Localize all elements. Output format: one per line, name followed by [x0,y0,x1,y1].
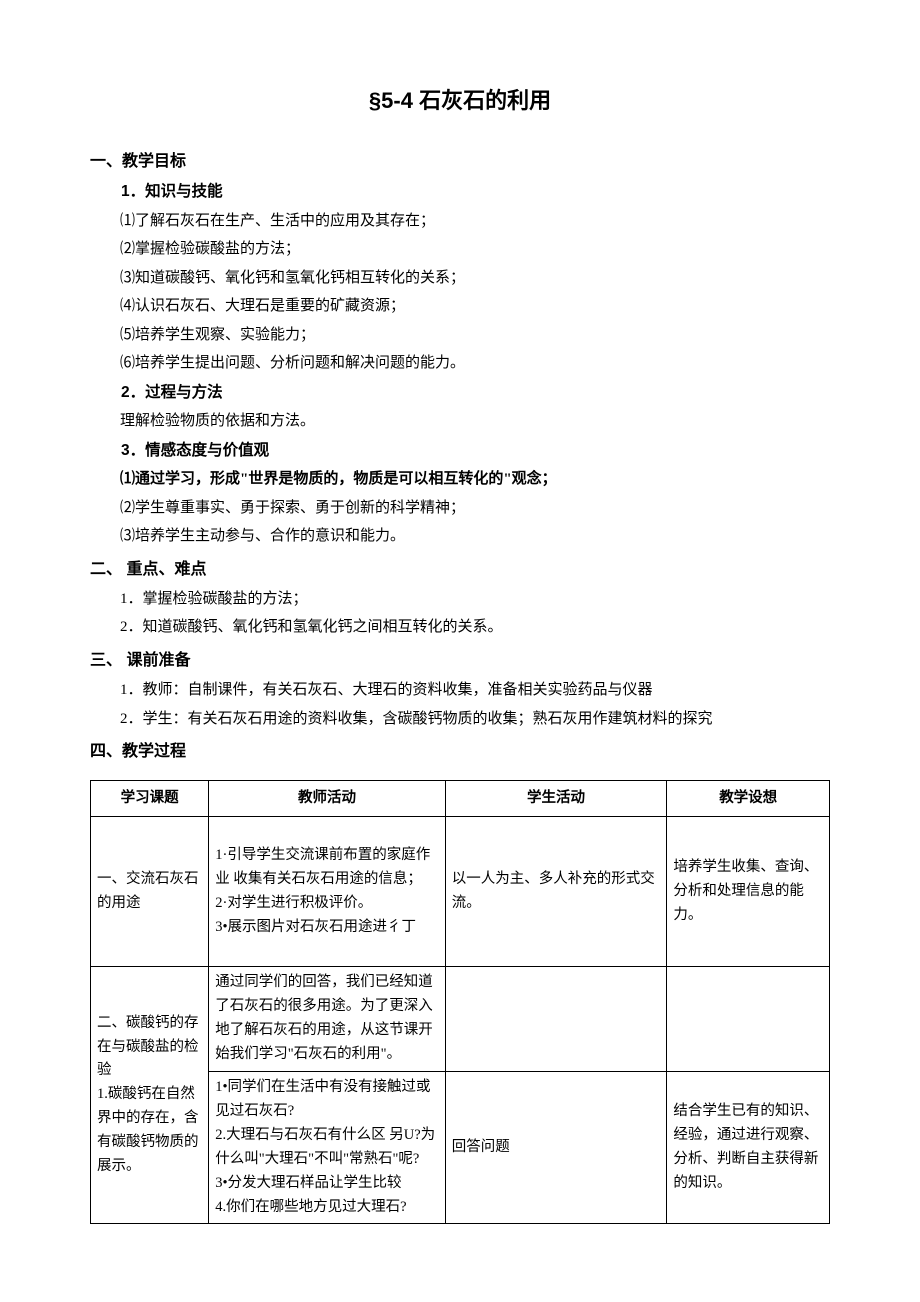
table-header: 教学设想 [667,780,830,817]
section-3-heading: 三、 课前准备 [90,646,830,676]
table-header: 学习课题 [91,780,209,817]
table-cell-teacher: 通过同学们的回答，我们已经知道了石灰石的很多用途。为了更深入地了解石灰石的用途，… [209,967,445,1072]
table-cell-teacher: 1·引导学生交流课前布置的家庭作业 收集有关石灰石用途的信息； 2·对学生进行积… [209,817,445,967]
section-1-sub3-heading: 3．情感态度与价值观 [90,436,830,465]
section-1-sub3-item: ⑶培养学生主动参与、合作的意识和能力。 [90,522,830,551]
table-header: 学生活动 [445,780,667,817]
section-1-sub3-item: ⑵学生尊重事实、勇于探索、勇于创新的科学精神； [90,494,830,523]
section-1-sub3-item: ⑴通过学习，形成"世界是物质的，物质是可以相互转化的"观念； [90,465,830,494]
table-header-row: 学习课题 教师活动 学生活动 教学设想 [91,780,830,817]
table-cell-student [445,967,667,1072]
section-1-sub1-item: ⑸培养学生观察、实验能力； [90,321,830,350]
section-1-sub2-heading: 2．过程与方法 [90,378,830,407]
table-cell-intent: 结合学生已有的知识、经验，通过进行观察、分析、判断自主获得新的知识。 [667,1071,830,1224]
table-row: 二、碳酸钙的存在与碳酸盐的检验 1.碳酸钙在自然界中的存在，含有碳酸钙物质的 展… [91,967,830,1072]
table-cell-intent [667,967,830,1072]
section-1-heading: 一、教学目标 [90,147,830,177]
table-cell-intent: 培养学生收集、查询、分析和处理信息的能力。 [667,817,830,967]
table-row: 一、交流石灰石的用途 1·引导学生交流课前布置的家庭作业 收集有关石灰石用途的信… [91,817,830,967]
section-2-item: 2．知道碳酸钙、氧化钙和氢氧化钙之间相互转化的关系。 [90,613,830,642]
teaching-process-table: 学习课题 教师活动 学生活动 教学设想 一、交流石灰石的用途 1·引导学生交流课… [90,780,830,1225]
section-1-sub1-item: ⑴了解石灰石在生产、生活中的应用及其存在； [90,207,830,236]
section-2-item: 1．掌握检验碳酸盐的方法； [90,585,830,614]
table-cell-student: 回答问题 [445,1071,667,1224]
table-cell-topic: 二、碳酸钙的存在与碳酸盐的检验 1.碳酸钙在自然界中的存在，含有碳酸钙物质的 展… [91,967,209,1224]
section-1-sub2-item: 理解检验物质的依据和方法。 [90,407,830,436]
section-4-heading: 四、教学过程 [90,737,830,767]
table-cell-student: 以一人为主、多人补充的形式交流。 [445,817,667,967]
table-header: 教师活动 [209,780,445,817]
section-1-sub1-item: ⑵掌握检验碳酸盐的方法； [90,235,830,264]
section-2-heading: 二、 重点、难点 [90,555,830,585]
section-1-sub1-item: ⑶知道碳酸钙、氧化钙和氢氧化钙相互转化的关系； [90,264,830,293]
section-1-sub1-heading: 1．知识与技能 [90,177,830,206]
document-title: §5-4 石灰石的利用 [90,80,830,122]
table-cell-topic: 一、交流石灰石的用途 [91,817,209,967]
section-3-item: 1．教师：自制课件，有关石灰石、大理石的资料收集，准备相关实验药品与仪器 [90,676,830,705]
section-1-sub1-item: ⑹培养学生提出问题、分析问题和解决问题的能力。 [90,349,830,378]
section-3-item: 2．学生：有关石灰石用途的资料收集，含碳酸钙物质的收集；熟石灰用作建筑材料的探究 [90,705,830,734]
section-1-sub1-item: ⑷认识石灰石、大理石是重要的矿藏资源； [90,292,830,321]
table-cell-teacher: 1•同学们在生活中有没有接触过或见过石灰石? 2.大理石与石灰石有什么区 另U?… [209,1071,445,1224]
